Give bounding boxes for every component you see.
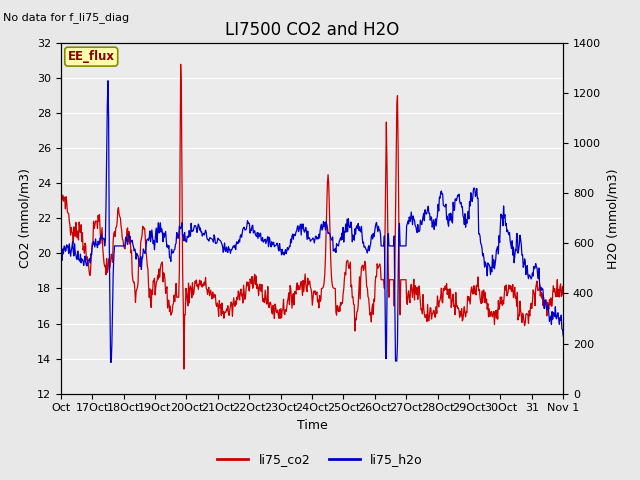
Y-axis label: H2O (mmol/m3): H2O (mmol/m3) — [607, 168, 620, 269]
X-axis label: Time: Time — [296, 419, 328, 432]
Legend: li75_co2, li75_h2o: li75_co2, li75_h2o — [212, 448, 428, 471]
Title: LI7500 CO2 and H2O: LI7500 CO2 and H2O — [225, 21, 399, 39]
Y-axis label: CO2 (mmol/m3): CO2 (mmol/m3) — [19, 168, 31, 268]
Text: EE_flux: EE_flux — [68, 50, 115, 63]
Text: No data for f_li75_diag: No data for f_li75_diag — [3, 12, 129, 23]
